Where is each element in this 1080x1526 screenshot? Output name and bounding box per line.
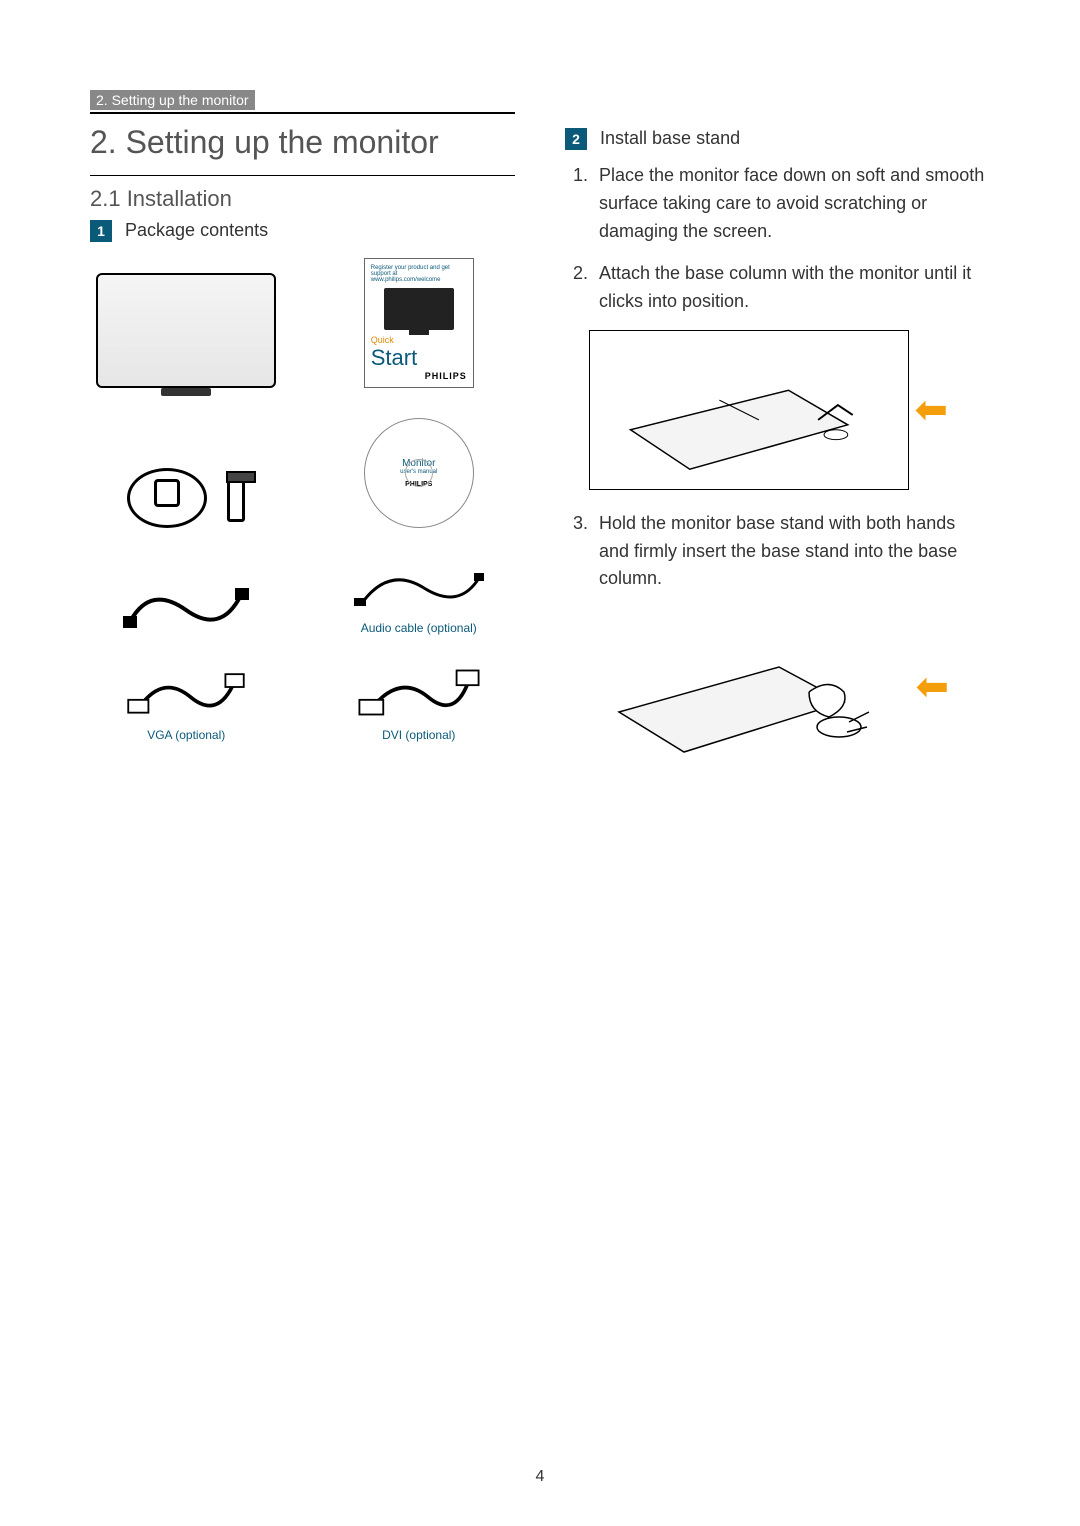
quickstart-monitor-icon [384,288,454,330]
item-vga-cable: VGA (optional) [90,665,283,742]
stand-icon [127,468,245,528]
cd-icon: Monitor user's manual PHILIPS [364,418,474,528]
rule-sub [90,175,515,176]
install-step-3: Hold the monitor base stand with both ha… [593,510,990,594]
item-cd: Monitor user's manual PHILIPS [323,418,516,528]
quickstart-card: Register your product and get support at… [364,258,474,388]
cd-sub: user's manual [400,469,437,475]
step-1-title: Package contents [125,220,268,240]
step-1-heading: 1 Package contents [90,220,515,242]
assembly-illustration-2: ⬅ [589,607,909,767]
rule-top [90,112,515,114]
page-number: 4 [536,1468,545,1486]
assembly-illustration-1: ⬅ [589,330,909,490]
install-step-2: Attach the base column with the monitor … [593,260,990,316]
install-step-1: Place the monitor face down on soft and … [593,162,990,246]
vga-caption: VGA (optional) [147,728,225,742]
item-dvi-cable: DVI (optional) [323,665,516,742]
dvi-caption: DVI (optional) [382,728,455,742]
cd-brand: PHILIPS [405,481,432,488]
item-audio-cable: Audio cable (optional) [323,558,516,635]
page: 2. Setting up the monitor 2. Setting up … [0,0,1080,827]
step-2-heading: 2 Install base stand [565,128,990,150]
right-column: 2 Install base stand Place the monitor f… [565,90,990,787]
subsection-title: 2.1 Installation [90,186,515,212]
quickstart-quick: Quick [371,335,467,345]
dvi-cable-icon [354,665,484,720]
arrow-icon: ⬅ [914,387,948,433]
install-steps: Place the monitor face down on soft and … [565,162,990,315]
power-cable-icon [121,580,251,635]
audio-cable-icon [354,558,484,613]
step-1-badge: 1 [90,220,112,242]
step-2-title: Install base stand [600,128,740,148]
breadcrumb: 2. Setting up the monitor [90,90,255,110]
item-monitor [90,258,283,388]
step-2-badge: 2 [565,128,587,150]
cd-title: Monitor [402,458,435,469]
audio-caption: Audio cable (optional) [361,621,477,635]
left-column: 2. Setting up the monitor 2. Setting up … [90,90,515,787]
quickstart-brand: PHILIPS [371,371,467,381]
monitor-icon [90,273,283,388]
quickstart-start: Start [371,345,467,371]
package-grid: Register your product and get support at… [90,258,515,742]
install-steps-cont: Hold the monitor base stand with both ha… [565,510,990,594]
arrow-icon: ⬅ [915,664,949,710]
section-title: 2. Setting up the monitor [90,124,515,161]
vga-cable-icon [121,665,251,720]
item-power-cable [90,558,283,635]
item-quickstart: Register your product and get support at… [323,258,516,388]
item-stand [90,418,283,528]
